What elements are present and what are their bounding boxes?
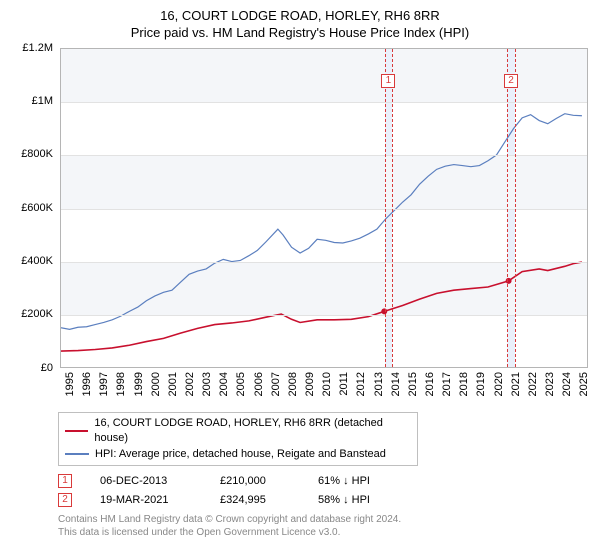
x-tick-label: 2023 — [544, 372, 556, 396]
x-tick-label: 2017 — [441, 372, 453, 396]
sale-date: 06-DEC-2013 — [100, 472, 192, 491]
x-tick-label: 2013 — [373, 372, 385, 396]
sale-price: £324,995 — [220, 491, 290, 510]
x-tick-label: 2014 — [390, 372, 402, 396]
sale-pct-vs-hpi: 58% ↓ HPI — [318, 491, 408, 510]
sale-row-1: 1 06-DEC-2013 £210,000 61% ↓ HPI — [58, 472, 590, 491]
x-tick-label: 1996 — [81, 372, 93, 396]
y-tick-label: £1M — [13, 95, 53, 107]
x-tick-label: 2015 — [407, 372, 419, 396]
chart-container: 16, COURT LODGE ROAD, HORLEY, RH6 8RR Pr… — [0, 0, 600, 560]
x-tick-label: 2000 — [150, 372, 162, 396]
x-tick-label: 2005 — [235, 372, 247, 396]
y-tick-label: £0 — [13, 362, 53, 374]
x-tick-label: 2004 — [218, 372, 230, 396]
legend-swatch — [65, 453, 89, 455]
chart-title: 16, COURT LODGE ROAD, HORLEY, RH6 8RR Pr… — [10, 8, 590, 42]
title-line-2: Price paid vs. HM Land Registry's House … — [10, 25, 590, 42]
x-tick-label: 2022 — [527, 372, 539, 396]
x-tick-label: 2011 — [338, 372, 350, 396]
y-tick-label: £400K — [13, 255, 53, 267]
y-tick-label: £800K — [13, 148, 53, 160]
x-tick-label: 2020 — [493, 372, 505, 396]
sale-pct-vs-hpi: 61% ↓ HPI — [318, 472, 408, 491]
x-tick-label: 2018 — [458, 372, 470, 396]
x-axis-labels: 1995 1996 1997 1998 1999 2000 2001 2002 2003 2004… — [60, 370, 588, 408]
legend: 16, COURT LODGE ROAD, HORLEY, RH6 8RR (d… — [58, 412, 418, 466]
sale-marker-2: 2 — [504, 74, 518, 88]
x-tick-label: 2002 — [184, 372, 196, 396]
sale-date: 19-MAR-2021 — [100, 491, 192, 510]
x-tick-label: 2016 — [424, 372, 436, 396]
sale-marker-1: 1 — [381, 74, 395, 88]
footer-attribution: Contains HM Land Registry data © Crown c… — [58, 513, 590, 539]
x-tick-label: 2010 — [321, 372, 333, 396]
x-tick-label: 2021 — [510, 372, 522, 396]
title-line-1: 16, COURT LODGE ROAD, HORLEY, RH6 8RR — [10, 8, 590, 25]
x-tick-label: 1999 — [133, 372, 145, 396]
x-tick-label: 1997 — [98, 372, 110, 396]
x-tick-label: 2025 — [578, 372, 590, 396]
x-tick-label: 2006 — [253, 372, 265, 396]
legend-row-hpi: HPI: Average price, detached house, Reig… — [65, 447, 411, 462]
y-tick-label: £1.2M — [13, 42, 53, 54]
plot-region: 12 — [60, 48, 588, 368]
x-tick-label: 1995 — [64, 372, 76, 396]
x-tick-label: 2024 — [561, 372, 573, 396]
sale-row-marker: 2 — [58, 493, 72, 507]
x-tick-label: 2009 — [304, 372, 316, 396]
y-tick-label: £600K — [13, 202, 53, 214]
legend-label: 16, COURT LODGE ROAD, HORLEY, RH6 8RR (d… — [94, 416, 411, 447]
x-tick-label: 2008 — [287, 372, 299, 396]
x-tick-label: 2012 — [355, 372, 367, 396]
sale-price: £210,000 — [220, 472, 290, 491]
x-tick-label: 2001 — [167, 372, 179, 396]
series-hpi — [61, 113, 582, 329]
x-tick-label: 2019 — [475, 372, 487, 396]
x-tick-label: 2003 — [201, 372, 213, 396]
sales-table: 1 06-DEC-2013 £210,000 61% ↓ HPI 2 19-MAR-202… — [58, 472, 590, 509]
footer-line-1: Contains HM Land Registry data © Crown c… — [58, 513, 590, 526]
sale-row-2: 2 19-MAR-2021 £324,995 58% ↓ HPI — [58, 491, 590, 510]
line-svg — [61, 49, 587, 367]
legend-label: HPI: Average price, detached house, Reig… — [95, 447, 386, 462]
footer-line-2: This data is licensed under the Open Gov… — [58, 526, 590, 539]
y-tick-label: £200K — [13, 308, 53, 320]
legend-row-property: 16, COURT LODGE ROAD, HORLEY, RH6 8RR (d… — [65, 416, 411, 447]
x-tick-label: 2007 — [270, 372, 282, 396]
sale-row-marker: 1 — [58, 474, 72, 488]
legend-swatch — [65, 430, 88, 432]
x-tick-label: 1998 — [115, 372, 127, 396]
chart-area: £0£200K£400K£600K£800K£1M£1.2M 12 199519… — [12, 48, 588, 408]
